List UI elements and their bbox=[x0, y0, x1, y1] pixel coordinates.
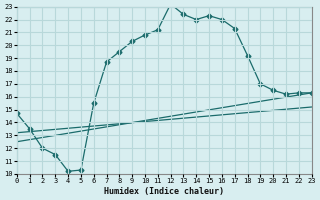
X-axis label: Humidex (Indice chaleur): Humidex (Indice chaleur) bbox=[104, 187, 224, 196]
